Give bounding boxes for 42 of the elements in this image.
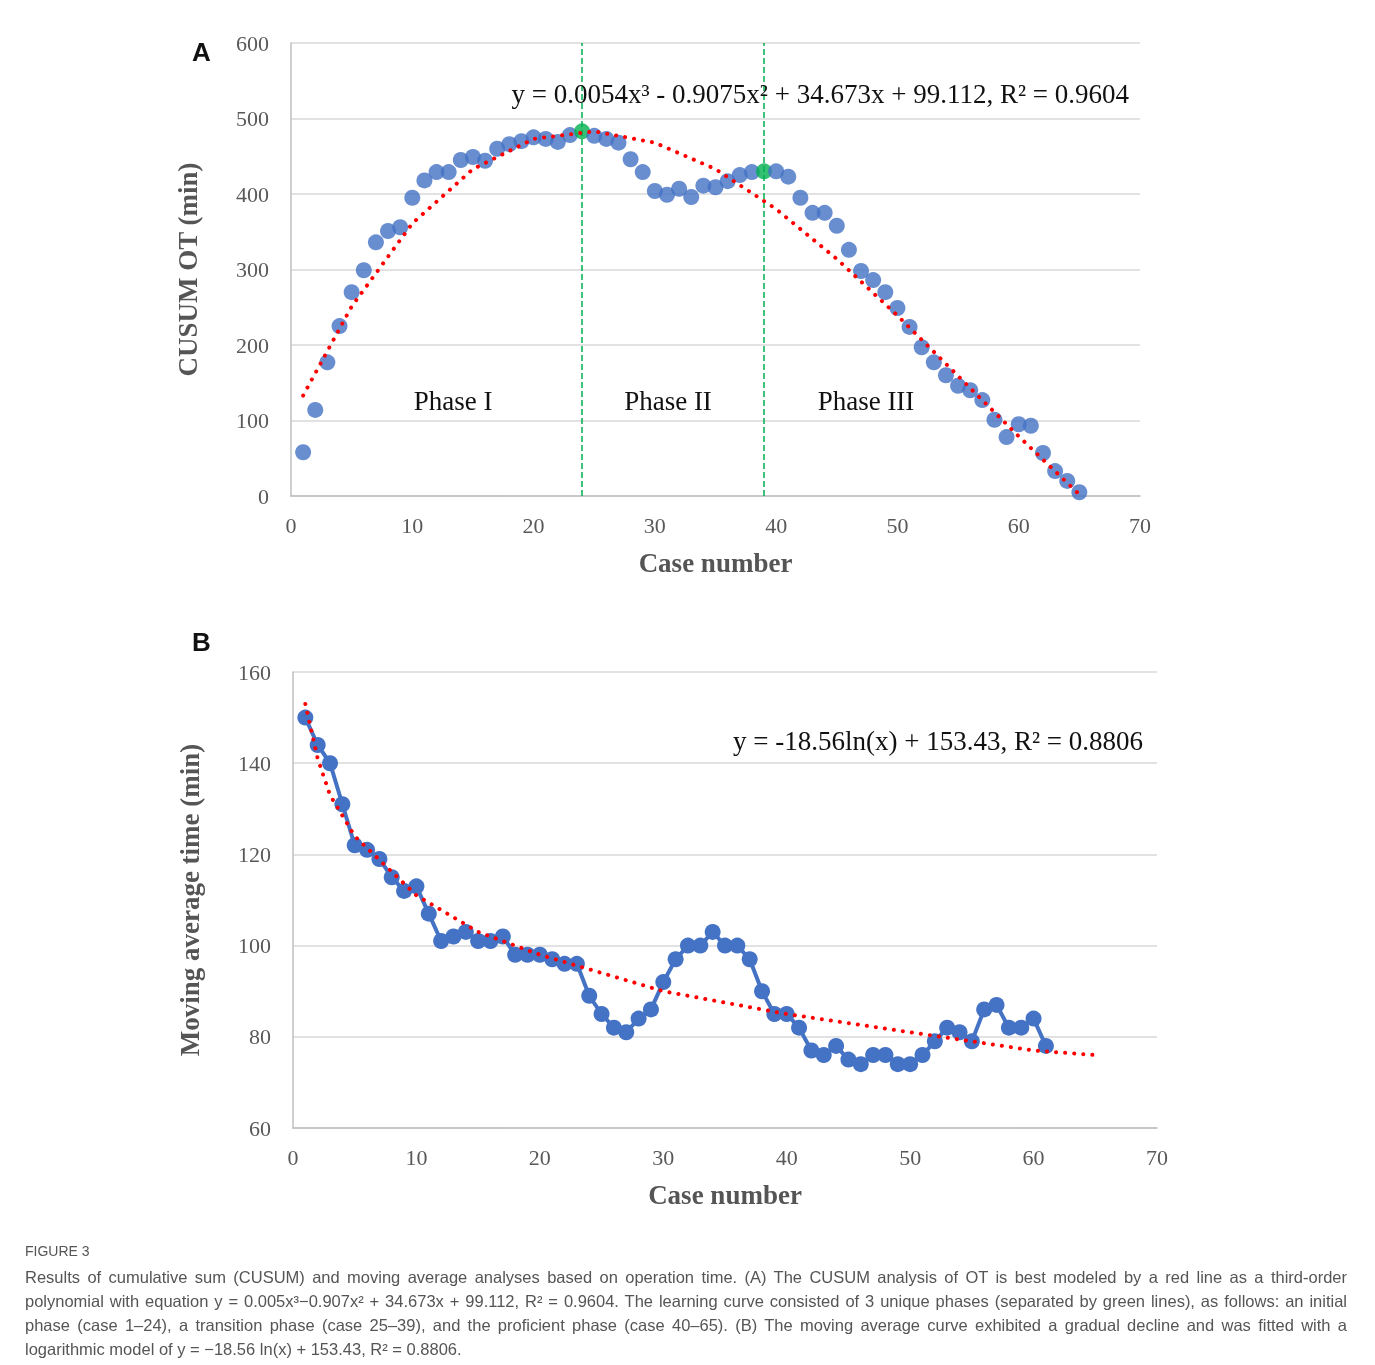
annotation: y = 0.0054x³ - 0.9075x² + 34.673x + 99.112, R² = 0.9604: [511, 79, 1130, 109]
y-tick-label: 0: [258, 483, 269, 509]
y-tick-label: 600: [236, 30, 269, 56]
x-tick-label: 50: [899, 1144, 922, 1170]
x-tick-label: 30: [643, 512, 666, 538]
caption: FIGURE 3: [25, 1243, 91, 1259]
x-tick-label: 10: [401, 512, 424, 538]
x-tick-label: 0: [287, 1144, 299, 1170]
annotation: Phase I: [413, 386, 493, 416]
x-tick-label: 40: [765, 512, 788, 538]
x-tick-label: 70: [1129, 512, 1151, 538]
y-tick-label: 100: [238, 933, 271, 959]
x-tick-label: 50: [886, 512, 909, 538]
annotation: Phase II: [624, 386, 712, 416]
text: B: [192, 627, 211, 657]
y-axis-title: CUSUM OT (min): [172, 162, 203, 377]
x-axis-title: Case number: [638, 547, 793, 578]
x-tick-label: 70: [1146, 1144, 1168, 1170]
y-axis-title: Moving average time (min): [174, 743, 205, 1057]
x-tick-label: 30: [652, 1144, 675, 1170]
y-tick-label: 140: [238, 750, 271, 776]
x-tick-label: 60: [1022, 1144, 1045, 1170]
y-tick-label: 120: [238, 841, 271, 867]
y-tick-label: 300: [236, 257, 269, 282]
text: Results of cumulative sum (CUSUM) and moving average analyses based on operation time. (A) The CUSUM analysis of OT is best modeled by a red line as a third-order polynomial with equation y = 0.005x³−0.907x² + 34.673x + 99.112, R² = 0.9604. The learning curve consisted of 3 unique phases (separated by green lines), as follows: an initial phase (case 1–24), a transition phase (case 25–39), and the proficient phase (case 40–65). (B) The moving average curve exhibited a gradual decline and was fitted with a logarithmic model of y = −18.56 ln(x) + 153.43, R² = 0.8806.: [25, 1267, 1347, 1360]
x-tick-label: 0: [285, 512, 297, 538]
y-tick-label: 60: [249, 1115, 271, 1141]
annotation: Phase III: [817, 386, 915, 416]
text: A: [192, 37, 211, 67]
y-tick-label: 500: [236, 106, 269, 131]
y-tick-label: 80: [249, 1024, 271, 1050]
y-tick-label: 160: [238, 659, 271, 685]
x-axis-title: Case number: [648, 1179, 802, 1210]
y-tick-label: 100: [236, 408, 269, 433]
annotation: y = -18.56ln(x) + 153.43, R² = 0.8806: [732, 726, 1143, 756]
x-tick-label: 60: [1007, 512, 1030, 538]
x-tick-label: 20: [522, 512, 545, 538]
x-tick-label: 10: [405, 1144, 428, 1170]
y-tick-label: 400: [236, 181, 269, 207]
x-tick-label: 20: [528, 1144, 551, 1170]
y-tick-label: 200: [236, 332, 269, 358]
x-tick-label: 40: [775, 1144, 798, 1170]
